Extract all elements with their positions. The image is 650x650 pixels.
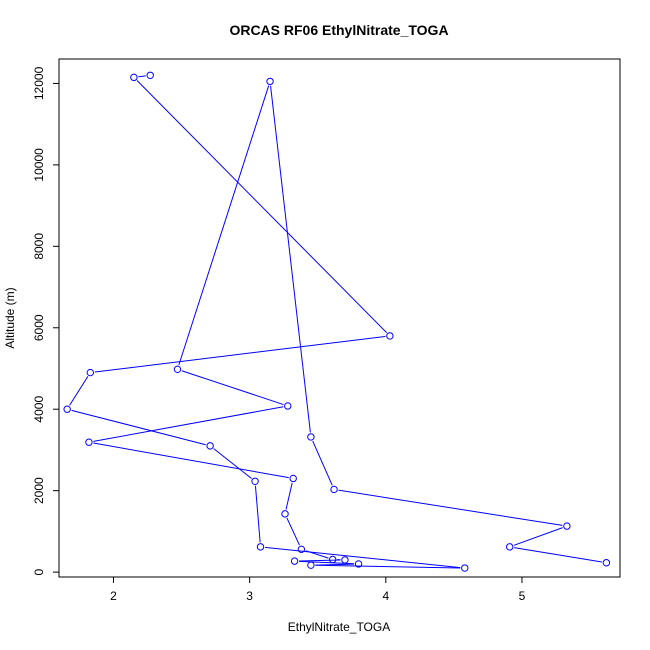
data-point <box>341 556 349 564</box>
y-tick-label: 10000 <box>32 148 46 182</box>
x-tick-label: 2 <box>110 589 117 603</box>
series-segment <box>299 559 341 562</box>
y-axis: 0 2000 4000 6000 8000 10000 12000 <box>32 66 59 575</box>
series-segment <box>514 547 603 563</box>
series-layer <box>63 71 611 572</box>
series-segment <box>315 563 355 566</box>
series-segment <box>264 546 461 569</box>
data-point <box>307 433 315 441</box>
series-segment <box>513 527 563 546</box>
data-point <box>330 485 338 494</box>
data-point <box>354 560 363 568</box>
series-segment <box>286 517 300 546</box>
series-segment <box>312 440 333 486</box>
data-point <box>289 474 297 483</box>
y-tick-label: 2000 <box>32 477 46 504</box>
data-point <box>86 368 95 377</box>
data-point <box>386 332 394 340</box>
data-point <box>266 77 274 86</box>
data-point <box>297 545 306 554</box>
y-tick-label: 4000 <box>32 396 46 423</box>
y-tick-label: 0 <box>32 568 46 575</box>
series-segment <box>315 564 461 569</box>
x-axis-title: EthylNitrate_TOGA <box>288 620 390 634</box>
data-point <box>284 402 292 410</box>
data-point <box>328 555 337 564</box>
x-tick-label: 5 <box>519 589 526 603</box>
series-segment <box>138 75 146 78</box>
data-point <box>146 71 154 79</box>
series-segment <box>285 482 293 510</box>
data-point <box>251 477 259 486</box>
data-point <box>506 543 514 551</box>
data-point <box>206 442 214 450</box>
data-point <box>563 522 571 530</box>
data-point <box>307 561 315 569</box>
data-point <box>173 365 182 374</box>
data-point <box>602 559 611 567</box>
series-segment <box>71 409 206 446</box>
series-segment <box>254 485 261 543</box>
series-segment <box>213 448 252 479</box>
series-segment <box>93 442 289 479</box>
series-segment <box>136 80 388 334</box>
x-tick-label: 4 <box>382 589 389 603</box>
data-point <box>130 73 138 82</box>
x-tick-label: 3 <box>246 589 253 603</box>
data-point <box>281 510 289 518</box>
series-segment <box>94 335 386 373</box>
y-tick-label: 8000 <box>32 233 46 260</box>
data-point <box>290 557 299 565</box>
data-point <box>63 405 71 413</box>
series-segment <box>270 85 311 433</box>
y-tick-label: 6000 <box>32 314 46 341</box>
series-segment <box>181 370 284 406</box>
series-segment <box>305 550 329 559</box>
series-segment <box>178 85 270 366</box>
series-segment <box>93 406 284 442</box>
series-segment <box>69 376 89 406</box>
x-axis: 2 3 4 5 <box>110 577 526 603</box>
data-point <box>256 543 265 551</box>
y-tick-label: 12000 <box>32 66 46 100</box>
series-segment <box>338 489 563 526</box>
data-point <box>85 438 93 446</box>
y-axis-title: Altitude (m) <box>3 287 17 348</box>
data-point <box>461 564 469 572</box>
chart-title: ORCAS RF06 EthylNitrate_TOGA <box>229 22 448 38</box>
plot-frame <box>58 58 621 578</box>
